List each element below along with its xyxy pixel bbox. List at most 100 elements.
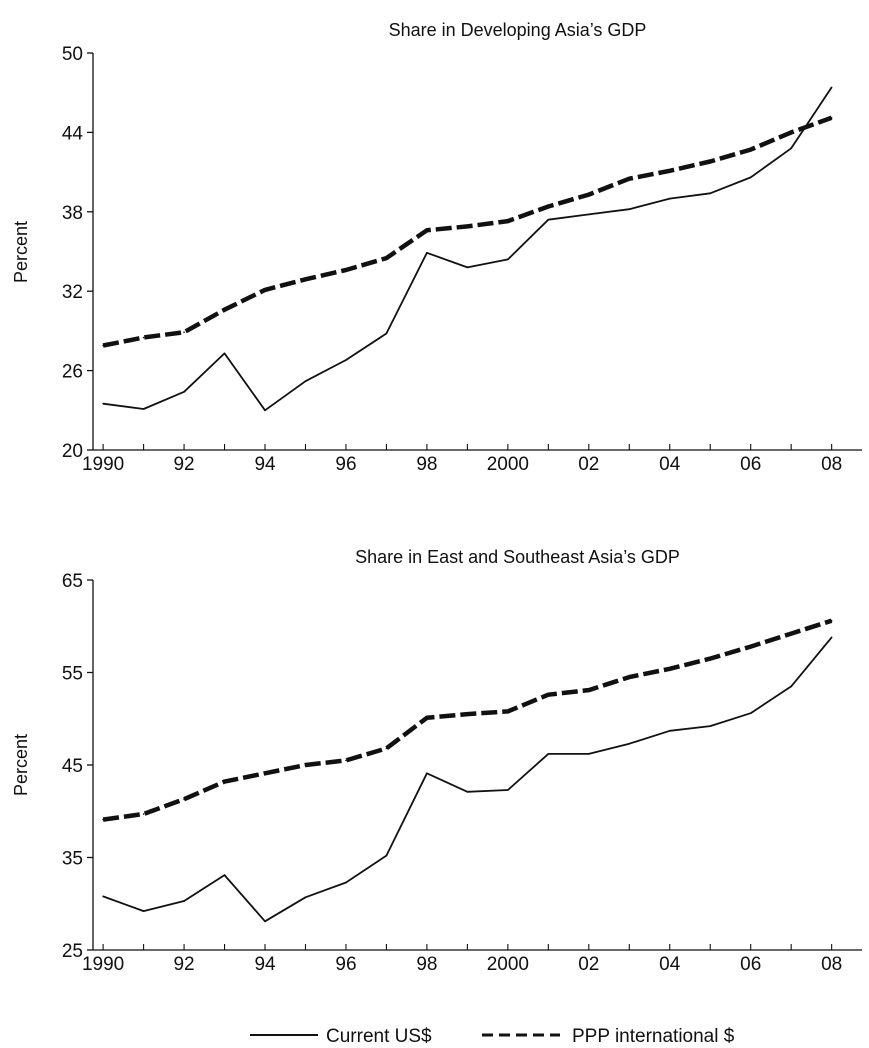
p1-point-current-us-2004 xyxy=(668,729,671,732)
p0-point-current-us-1993 xyxy=(223,352,226,355)
p0-point-current-us-1998 xyxy=(426,252,428,254)
p0-point-current-us-2002 xyxy=(588,213,590,216)
p0-point-current-us-2003 xyxy=(628,208,631,210)
p0-point-ppp-international-2008 xyxy=(830,117,833,119)
p1-point-current-us-2003 xyxy=(628,742,631,745)
p0-y-tick-label-50: 50 xyxy=(62,44,83,65)
p0-point-ppp-international-2002 xyxy=(588,193,590,196)
p1-point-current-us-1998 xyxy=(426,772,428,775)
p0-point-ppp-international-1991 xyxy=(142,336,145,339)
p1-x-tick-label-1996: 96 xyxy=(335,954,356,975)
p0-x-tick-label-2002: 02 xyxy=(578,454,599,475)
p1-point-current-us-2001 xyxy=(547,753,550,755)
p0-point-ppp-international-1993 xyxy=(223,308,226,311)
p1-series-line-ppp-international xyxy=(102,618,833,822)
p1-x-tick-label-1990: 1990 xyxy=(82,954,124,975)
p1-y-tick-label-25: 25 xyxy=(62,941,83,962)
p0-point-current-us-2008 xyxy=(830,86,833,89)
p1-series-line-current-us xyxy=(102,636,833,923)
p1-y-tick-label-55: 55 xyxy=(62,664,83,685)
p0-point-ppp-international-1997 xyxy=(385,257,388,259)
p0-point-ppp-international-1990 xyxy=(102,344,104,347)
chart-panel-east-southeast-asia: Share in East and Southeast Asia’s GDP Pe… xyxy=(11,547,862,975)
p0-point-current-us-1994 xyxy=(264,409,266,412)
p1-x-tick-label-2000: 2000 xyxy=(487,954,529,975)
p0-point-ppp-international-1996 xyxy=(345,269,347,271)
p0-point-ppp-international-1994 xyxy=(264,289,266,291)
legend-label-current-usd: Current US$ xyxy=(326,1026,432,1047)
p0-point-ppp-international-2000 xyxy=(507,220,509,222)
p0-x-tick-label-2004: 04 xyxy=(659,454,681,475)
p0-point-current-us-2001 xyxy=(547,218,550,221)
p0-point-ppp-international-2005 xyxy=(709,160,712,163)
p1-y-tick-label-35: 35 xyxy=(62,849,83,870)
p1-point-ppp-international-2001 xyxy=(547,693,550,696)
p1-point-current-us-1993 xyxy=(223,874,226,876)
p1-point-ppp-international-2007 xyxy=(790,632,792,635)
p1-point-ppp-international-1996 xyxy=(345,759,347,762)
p1-point-ppp-international-1994 xyxy=(264,772,266,775)
p1-y-tick-label-45: 45 xyxy=(62,756,83,777)
p1-point-ppp-international-1991 xyxy=(142,813,145,815)
p0-point-ppp-international-1992 xyxy=(183,331,185,334)
p0-point-ppp-international-2001 xyxy=(547,205,550,208)
p0-x-tick-label-1996: 96 xyxy=(335,454,356,475)
p0-point-current-us-1999 xyxy=(466,266,469,269)
p0-y-tick-label-38: 38 xyxy=(62,203,83,224)
p1-x-tick-label-1994: 94 xyxy=(254,954,276,975)
p0-y-axis-label: Percent xyxy=(11,221,31,283)
p0-point-current-us-2006 xyxy=(749,176,752,179)
p0-point-current-us-1996 xyxy=(345,359,347,361)
p0-x-tick-label-1990: 1990 xyxy=(82,454,124,475)
p1-y-tick-label-65: 65 xyxy=(62,571,83,592)
p0-x-tick-label-1994: 94 xyxy=(254,454,276,475)
p1-point-current-us-2006 xyxy=(749,712,752,714)
p1-point-ppp-international-2003 xyxy=(628,676,631,678)
p0-chart-title: Share in Developing Asia’s GDP xyxy=(389,20,647,40)
p0-y-tick-label-20: 20 xyxy=(62,441,83,462)
p1-x-tick-label-2006: 06 xyxy=(740,954,761,975)
p1-point-current-us-1997 xyxy=(385,854,388,857)
p0-point-ppp-international-2007 xyxy=(790,131,792,134)
p1-point-ppp-international-2006 xyxy=(749,645,752,648)
p1-point-current-us-1995 xyxy=(304,896,307,899)
p0-series-line-current-us xyxy=(102,86,833,412)
p1-point-ppp-international-1999 xyxy=(466,713,469,715)
p0-point-current-us-2000 xyxy=(507,258,509,261)
p1-point-current-us-1996 xyxy=(345,881,347,884)
p1-point-current-us-2005 xyxy=(709,725,712,727)
p0-point-ppp-international-1999 xyxy=(466,225,469,228)
p1-x-tick-label-2004: 04 xyxy=(659,954,681,975)
p0-series-line-ppp-international xyxy=(102,115,833,348)
p0-point-current-us-2004 xyxy=(668,197,671,200)
p0-x-tick-label-2006: 06 xyxy=(740,454,761,475)
p0-x-tick-label-1998: 98 xyxy=(416,454,437,475)
p1-point-ppp-international-2005 xyxy=(709,657,712,660)
p1-y-axis-label: Percent xyxy=(11,734,31,796)
p1-point-current-us-2002 xyxy=(588,753,590,755)
p1-x-tick-label-2008: 08 xyxy=(821,954,842,975)
p1-point-current-us-2007 xyxy=(790,685,792,688)
p0-y-tick-label-32: 32 xyxy=(62,282,83,303)
p1-point-ppp-international-1993 xyxy=(223,780,226,783)
p0-y-tick-label-26: 26 xyxy=(62,362,83,383)
p1-point-current-us-2008 xyxy=(830,636,833,639)
p1-point-current-us-2000 xyxy=(507,789,509,791)
p0-point-current-us-2007 xyxy=(790,147,792,150)
p1-point-ppp-international-1995 xyxy=(304,764,307,766)
p1-x-tick-label-2002: 02 xyxy=(578,954,599,975)
p0-point-current-us-1990 xyxy=(102,402,104,405)
p1-point-ppp-international-2000 xyxy=(507,710,509,713)
p0-y-tick-label-44: 44 xyxy=(62,123,84,144)
p0-point-ppp-international-2003 xyxy=(628,177,631,180)
p0-x-tick-label-2000: 2000 xyxy=(487,454,529,475)
p1-point-current-us-1990 xyxy=(102,895,104,898)
p1-point-ppp-international-1997 xyxy=(385,747,388,750)
legend-label-ppp: PPP international $ xyxy=(572,1026,735,1047)
p1-x-tick-label-1992: 92 xyxy=(173,954,194,975)
p1-point-current-us-1992 xyxy=(183,900,185,902)
p1-point-ppp-international-1998 xyxy=(426,717,428,719)
p1-point-current-us-1999 xyxy=(466,791,469,793)
p1-point-current-us-1994 xyxy=(264,920,266,923)
